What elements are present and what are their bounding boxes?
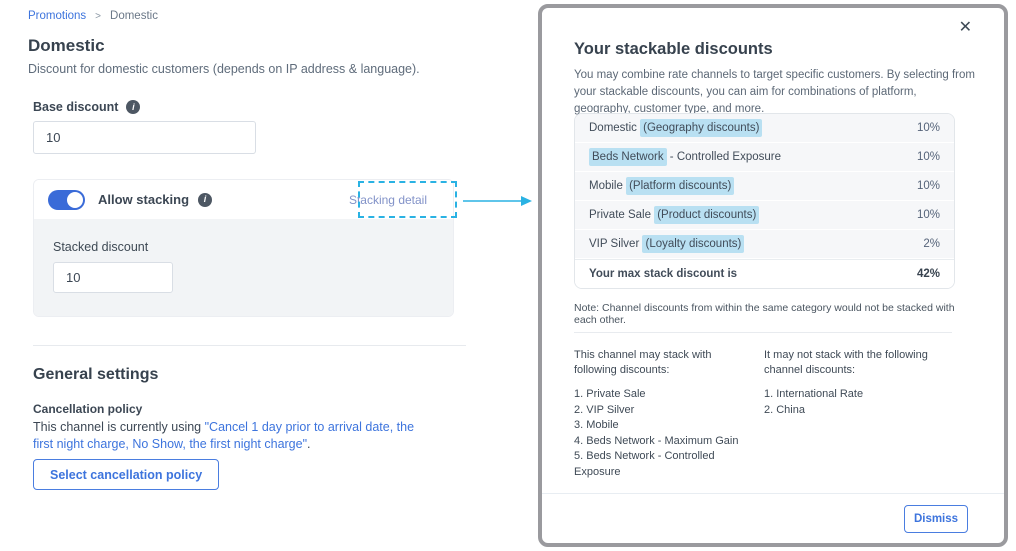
info-icon[interactable]: i	[126, 100, 141, 114]
allow-stacking-toggle[interactable]	[48, 189, 85, 210]
policy-text-suffix: .	[307, 437, 311, 451]
not-stack-with-column: It may not stack with the following chan…	[764, 348, 954, 418]
allow-stacking-label: Allow stacking	[98, 192, 190, 207]
policy-text-prefix: This channel is currently using	[33, 420, 205, 434]
stacked-discount-label: Stacked discount	[53, 240, 149, 254]
stack-with-header: This channel may stack with following di…	[574, 349, 712, 376]
table-total-row: Your max stack discount is 42%	[575, 259, 954, 288]
policy-text-quoted: "Cancel 1 day prior to arrival date, the…	[33, 420, 415, 451]
row-value: 10%	[916, 180, 940, 192]
stackable-discounts-modal: ✕ Your stackable discounts You may combi…	[538, 4, 1008, 547]
page-title: Domestic	[28, 36, 105, 55]
breadcrumb-link-promotions[interactable]: Promotions	[28, 10, 87, 22]
modal-note: Note: Channel discounts from within the …	[574, 302, 955, 326]
general-settings-title: General settings	[33, 366, 159, 383]
table-row: Domestic (Geography discounts) 10%	[575, 114, 954, 143]
row-value: 10%	[916, 209, 940, 221]
page-subtitle: Discount for domestic customers (depends…	[28, 62, 420, 76]
list-item: 2. China	[764, 403, 805, 416]
info-icon[interactable]: i	[198, 192, 213, 207]
list-item: 3. Mobile	[574, 419, 619, 431]
modal-title: Your stackable discounts	[574, 40, 773, 58]
modal-divider	[574, 332, 952, 333]
highlight-beds-network: Beds Network	[589, 148, 667, 166]
dismiss-button[interactable]: Dismiss	[904, 505, 968, 533]
close-icon[interactable]: ✕	[958, 19, 972, 36]
total-value: 42%	[916, 268, 940, 280]
highlight-product: (Product discounts)	[654, 206, 760, 224]
list-item: 1. International Rate	[764, 388, 864, 400]
stack-with-list: 1. Private Sale 2. VIP Silver 3. Mobile …	[574, 387, 752, 480]
modal-description: You may combine rate channels to target …	[574, 69, 975, 115]
base-discount-label: Base discount	[33, 100, 119, 114]
annotation-arrow-icon	[463, 196, 532, 206]
cancellation-policy-label: Cancellation policy	[33, 402, 143, 416]
stack-with-column: This channel may stack with following di…	[574, 348, 752, 480]
modal-footer-divider	[542, 493, 1004, 494]
section-divider	[33, 345, 466, 346]
stacking-card: Allow stacking i Stacking detail Stacked…	[33, 179, 454, 317]
not-stack-with-list: 1. International Rate 2. China	[764, 387, 954, 418]
stacked-discount-input[interactable]	[53, 262, 173, 293]
highlight-geography: (Geography discounts)	[640, 119, 763, 137]
list-item: 1. Private Sale	[574, 388, 646, 400]
stacking-card-body: Stacked discount	[34, 219, 453, 316]
discount-table: Domestic (Geography discounts) 10% Beds …	[574, 113, 955, 289]
table-row: VIP Silver (Loyalty discounts) 2%	[575, 230, 954, 259]
table-row: Private Sale (Product discounts) 10%	[575, 201, 954, 230]
stacking-card-header: Allow stacking i Stacking detail	[34, 180, 453, 219]
not-stack-with-header: It may not stack with the following chan…	[764, 349, 928, 376]
row-value: 10%	[916, 151, 940, 163]
cancellation-policy-text: This channel is currently using "Cancel …	[33, 419, 415, 453]
breadcrumb: Promotions > Domestic	[28, 10, 158, 22]
base-discount-input[interactable]	[33, 121, 256, 154]
highlight-platform: (Platform discounts)	[626, 177, 735, 195]
select-cancellation-policy-button[interactable]: Select cancellation policy	[33, 459, 220, 490]
highlight-loyalty: (Loyalty discounts)	[642, 235, 745, 253]
breadcrumb-separator-icon: >	[95, 10, 102, 22]
table-row: Beds Network - Controlled Exposure 10%	[575, 143, 954, 172]
list-item: 2. VIP Silver	[574, 403, 635, 416]
toggle-knob	[67, 191, 83, 208]
table-row: Mobile (Platform discounts) 10%	[575, 172, 954, 201]
stacking-detail-link[interactable]: Stacking detail	[348, 192, 427, 207]
list-item: 4. Beds Network - Maximum Gain	[574, 434, 739, 447]
row-value: 10%	[916, 122, 940, 134]
total-label: Your max stack discount is	[589, 268, 738, 280]
row-value: 2%	[923, 238, 940, 250]
base-discount-label-row: Base discount i	[33, 100, 141, 114]
list-item: 5. Beds Network - Controlled Exposure	[574, 450, 715, 478]
breadcrumb-current: Domestic	[110, 10, 158, 22]
